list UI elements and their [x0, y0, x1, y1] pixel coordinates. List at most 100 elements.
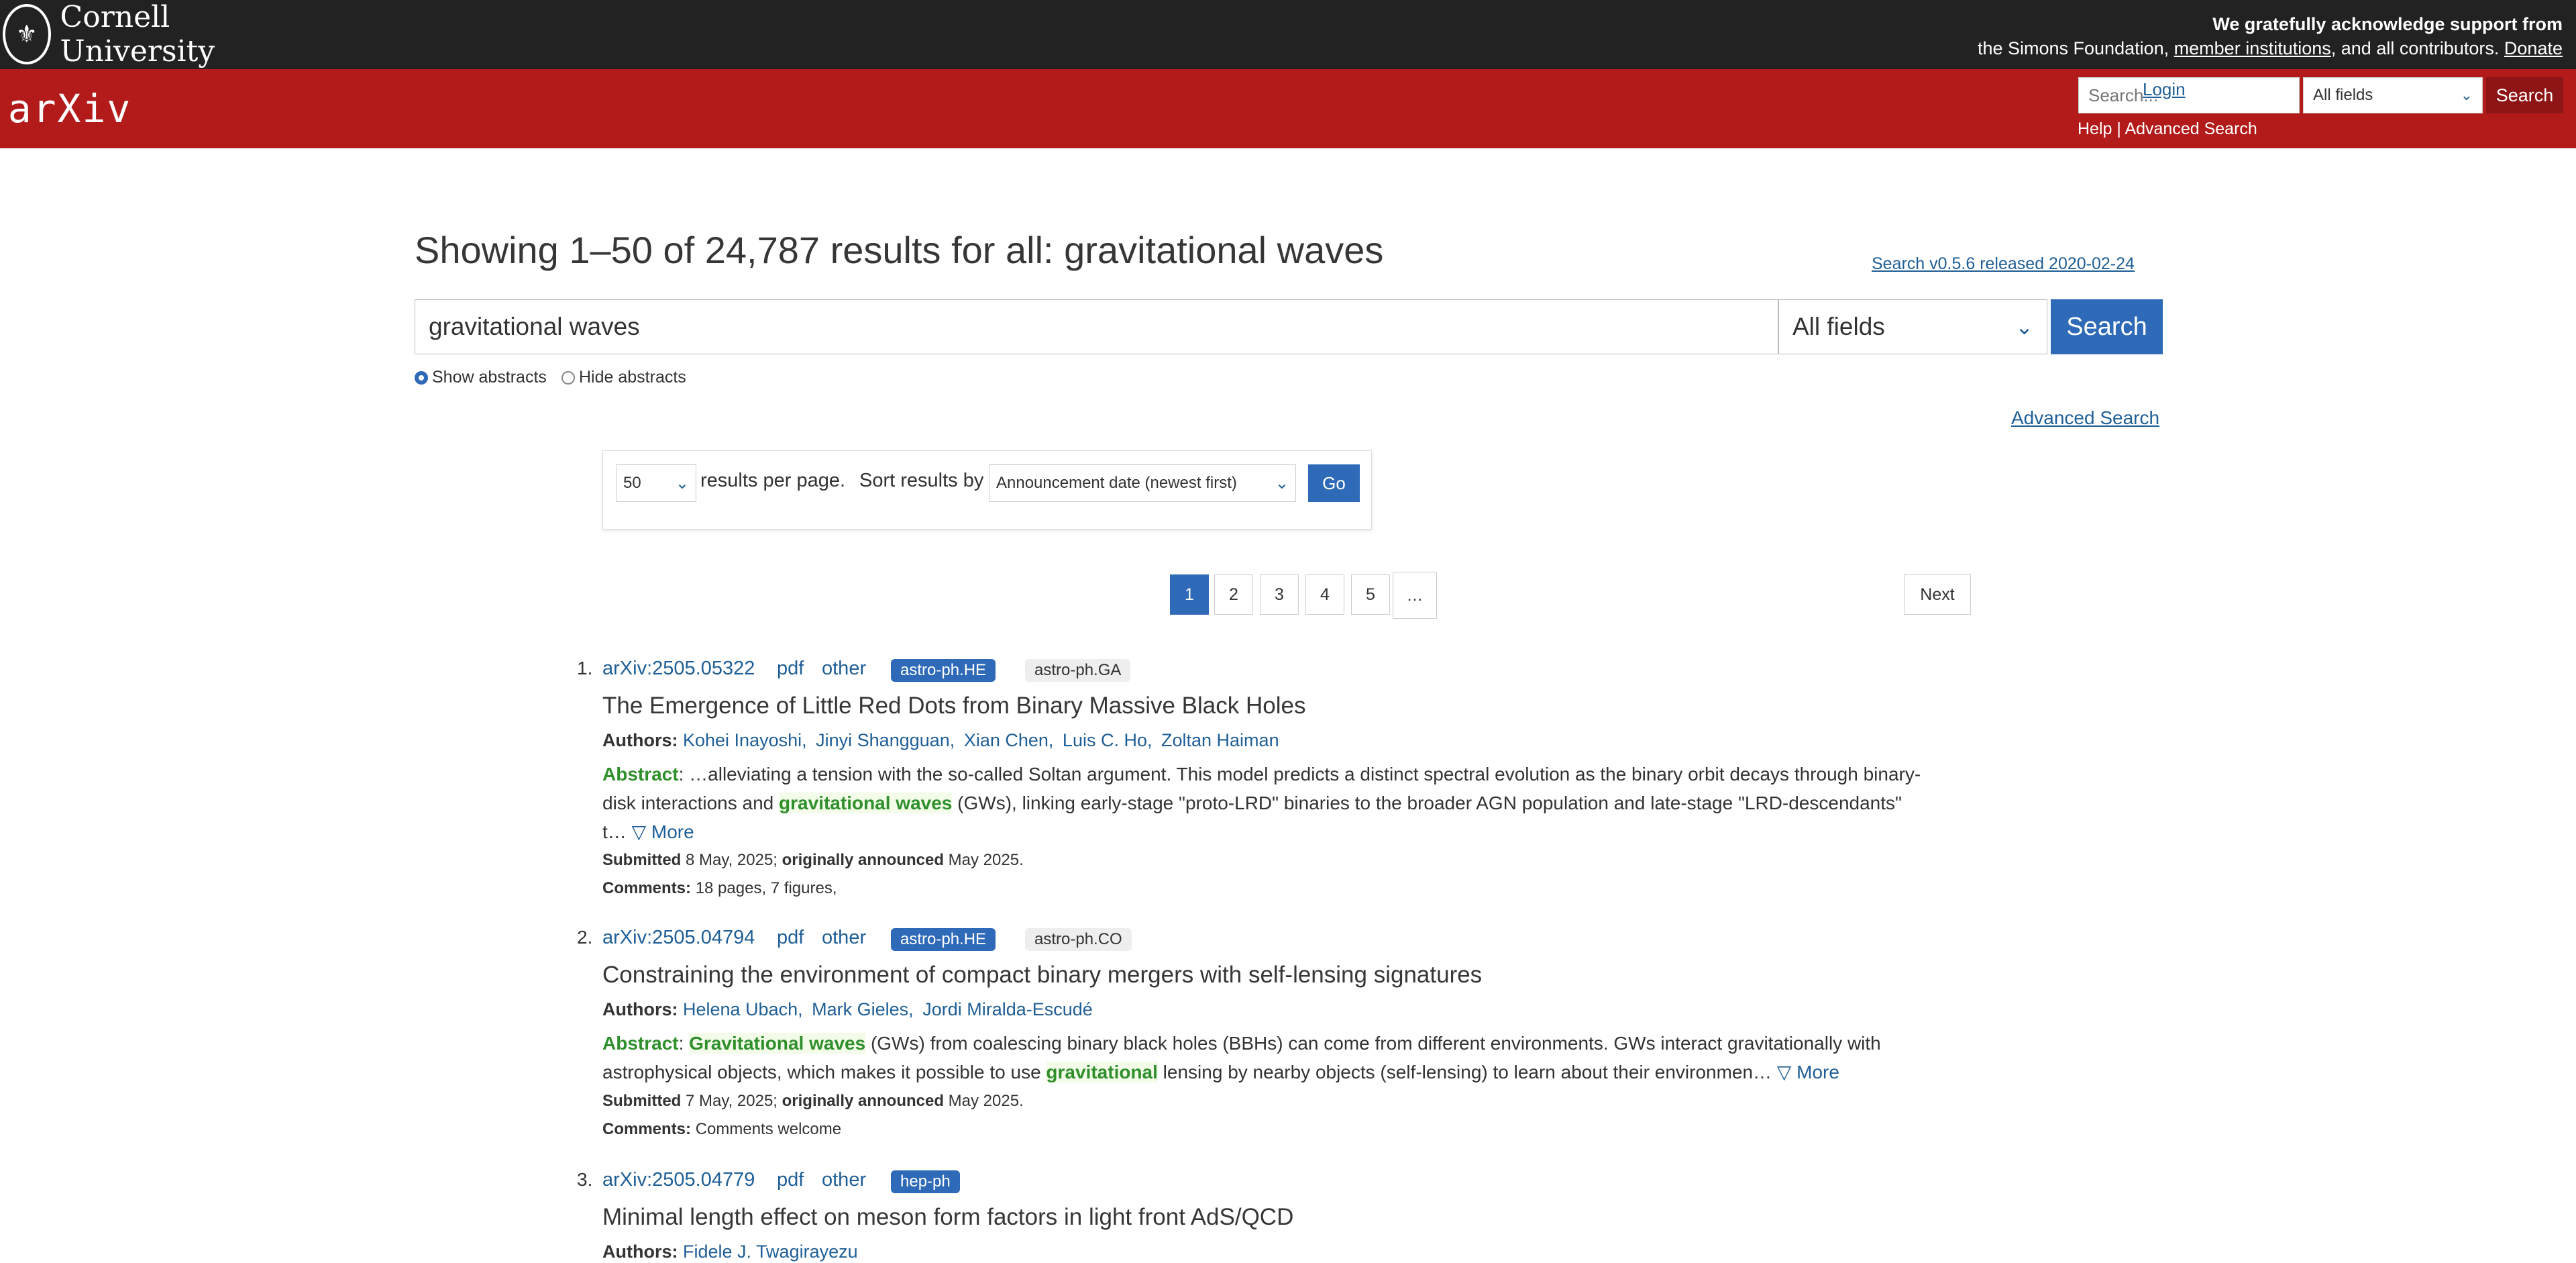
result-arxiv-id-link[interactable]: arXiv:2505.04779 [602, 1169, 755, 1191]
hide-abstracts-option[interactable]: Hide abstracts [561, 368, 686, 387]
per-page-select[interactable]: 50 ⌄ [616, 464, 696, 502]
comments-text: Comments welcome [695, 1120, 842, 1138]
author-link[interactable]: Luis C. Ho, [1062, 730, 1152, 750]
abstract-text: (GWs), linking early-stage "proto-LRD" b… [602, 793, 1902, 842]
member-institutions-link[interactable]: member institutions [2174, 38, 2331, 58]
author-link[interactable]: Kohei Inayoshi, [683, 730, 807, 750]
submitted-date: 7 May, 2025; [686, 1092, 777, 1110]
ack-line-2-post: , and all contributors. [2330, 38, 2500, 58]
per-page-label: results per page. [700, 470, 846, 491]
result-arxiv-id-link[interactable]: arXiv:2505.05322 [602, 658, 755, 679]
submitted-date: 8 May, 2025; [686, 851, 777, 869]
result-other-formats-link[interactable]: other [822, 927, 867, 948]
login-link[interactable]: Login [2143, 79, 2186, 99]
main-search-input[interactable]: gravitational waves [415, 299, 1778, 354]
result-comments: Comments: 18 pages, 7 figures, [602, 879, 837, 898]
search-options-panel [602, 450, 1372, 529]
abstract-more-link[interactable]: ▽ More [631, 821, 694, 842]
chevron-down-icon: ⌄ [2460, 87, 2473, 103]
sort-label: Sort results by [859, 470, 984, 491]
result-title: The Emergence of Little Red Dots from Bi… [602, 693, 1306, 719]
header-field-selected: All fields [2313, 86, 2373, 104]
main-search-button[interactable]: Search [2051, 299, 2163, 354]
result-authors: Authors: Helena Ubach, Mark Gieles, Jord… [602, 999, 1097, 1020]
abstract-text: : …alleviating a tension with the so-cal… [602, 764, 1921, 813]
page-1-button[interactable]: 1 [1170, 574, 1209, 615]
show-abstracts-label: Show abstracts [432, 368, 547, 387]
ack-line-2-pre: the Simons Foundation, [1977, 38, 2169, 58]
result-number: 3. [577, 1169, 593, 1190]
abstract-more-link[interactable]: ▽ More [1776, 1062, 1839, 1082]
help-link[interactable]: Help [2078, 119, 2112, 138]
header-search-input[interactable] [2078, 77, 2300, 113]
result-authors: Authors: Kohei Inayoshi, Jinyi Shangguan… [602, 730, 1283, 751]
result-other-formats-link[interactable]: other [822, 658, 867, 679]
secondary-category-tag: astro-ph.CO [1025, 928, 1132, 951]
advanced-search-link[interactable]: Advanced Search [2011, 407, 2160, 428]
next-page-button[interactable]: Next [1904, 574, 1971, 615]
result-pdf-link[interactable]: pdf [777, 927, 804, 948]
authors-label: Authors: [602, 999, 678, 1019]
arxiv-logo[interactable]: arXiv [7, 86, 132, 132]
abstract-text: (GWs) from coalescing binary black holes… [602, 1033, 1881, 1082]
cornell-logo[interactable]: ⚜ Cornell University [3, 0, 272, 68]
result-other-formats-link[interactable]: other [822, 1169, 867, 1191]
page-title: Showing 1–50 of 24,787 results for all: … [415, 229, 1384, 271]
abstract-highlight: gravitational [1046, 1062, 1158, 1082]
abstract-label: Abstract [602, 764, 679, 785]
result-abstract: Abstract: …alleviating a tension with th… [602, 760, 1931, 846]
result-arxiv-id-link[interactable]: arXiv:2505.04794 [602, 927, 755, 948]
announced-label: originally announced [782, 851, 944, 869]
author-link[interactable]: Xian Chen, [963, 730, 1054, 750]
submitted-label: Submitted [602, 851, 682, 869]
main-field-selected: All fields [1792, 313, 1885, 340]
secondary-category-tag: astro-ph.GA [1025, 659, 1131, 682]
page-3-button[interactable]: 3 [1260, 574, 1299, 615]
result-item: 2. arXiv:2505.04794 pdf other astro-ph.H… [577, 927, 1952, 1148]
author-link[interactable]: Jordi Miralda-Escudé [922, 999, 1093, 1019]
show-abstracts-radio[interactable] [415, 370, 428, 385]
header-advanced-search-link[interactable]: Advanced Search [2125, 119, 2257, 138]
result-submitted: Submitted 8 May, 2025; originally announ… [602, 851, 1024, 870]
pagination-ellipsis[interactable]: … [1393, 572, 1437, 619]
sort-selected: Announcement date (newest first) [996, 474, 1237, 492]
result-item: 3. arXiv:2505.04779 pdf other hep-ph Min… [577, 1169, 1952, 1263]
abstract-highlight: Gravitational waves [689, 1033, 866, 1054]
chevron-down-icon: ⌄ [2015, 315, 2033, 339]
author-link[interactable]: Jinyi Shangguan, [816, 730, 955, 750]
main-field-select[interactable]: All fields ⌄ [1778, 299, 2047, 354]
primary-category-tag: astro-ph.HE [891, 928, 996, 951]
page-2-button[interactable]: 2 [1214, 574, 1253, 615]
hide-abstracts-radio[interactable] [561, 370, 575, 385]
announced-date: May 2025. [948, 1092, 1024, 1110]
sort-select[interactable]: Announcement date (newest first) ⌄ [989, 464, 1296, 502]
announced-label: originally announced [782, 1092, 944, 1110]
author-link[interactable]: Zoltan Haiman [1161, 730, 1279, 750]
header-search-button[interactable]: Search [2486, 77, 2563, 113]
author-link[interactable]: Fidele J. Twagirayezu [683, 1242, 858, 1262]
show-abstracts-option[interactable]: Show abstracts [415, 368, 547, 387]
primary-category-tag: astro-ph.HE [891, 659, 996, 682]
release-notes-link[interactable]: Search v0.5.6 released 2020-02-24 [1872, 254, 2135, 273]
header-field-select[interactable]: All fields ⌄ [2303, 77, 2483, 113]
submitted-label: Submitted [602, 1092, 682, 1110]
author-link[interactable]: Mark Gieles, [812, 999, 914, 1019]
cornell-name: Cornell University [60, 0, 215, 68]
result-title: Constraining the environment of compact … [602, 962, 1483, 988]
result-authors: Authors: Fidele J. Twagirayezu [602, 1242, 862, 1262]
result-pdf-link[interactable]: pdf [777, 658, 804, 679]
page-5-button[interactable]: 5 [1351, 574, 1390, 615]
abstract-highlight: gravitational waves [779, 793, 953, 813]
result-number: 2. [577, 927, 593, 948]
result-pdf-link[interactable]: pdf [777, 1169, 804, 1191]
apply-sort-button[interactable]: Go [1308, 464, 1360, 502]
author-link[interactable]: Helena Ubach, [683, 999, 803, 1019]
chevron-down-icon: ⌄ [675, 474, 689, 493]
comments-label: Comments: [602, 1120, 692, 1138]
hide-abstracts-label: Hide abstracts [579, 368, 686, 387]
donate-link[interactable]: Donate [2504, 38, 2563, 58]
announced-date: May 2025. [948, 851, 1024, 869]
result-submitted: Submitted 7 May, 2025; originally announ… [602, 1092, 1024, 1111]
page-4-button[interactable]: 4 [1305, 574, 1344, 615]
result-item: 1. arXiv:2505.05322 pdf other astro-ph.H… [577, 658, 1952, 899]
